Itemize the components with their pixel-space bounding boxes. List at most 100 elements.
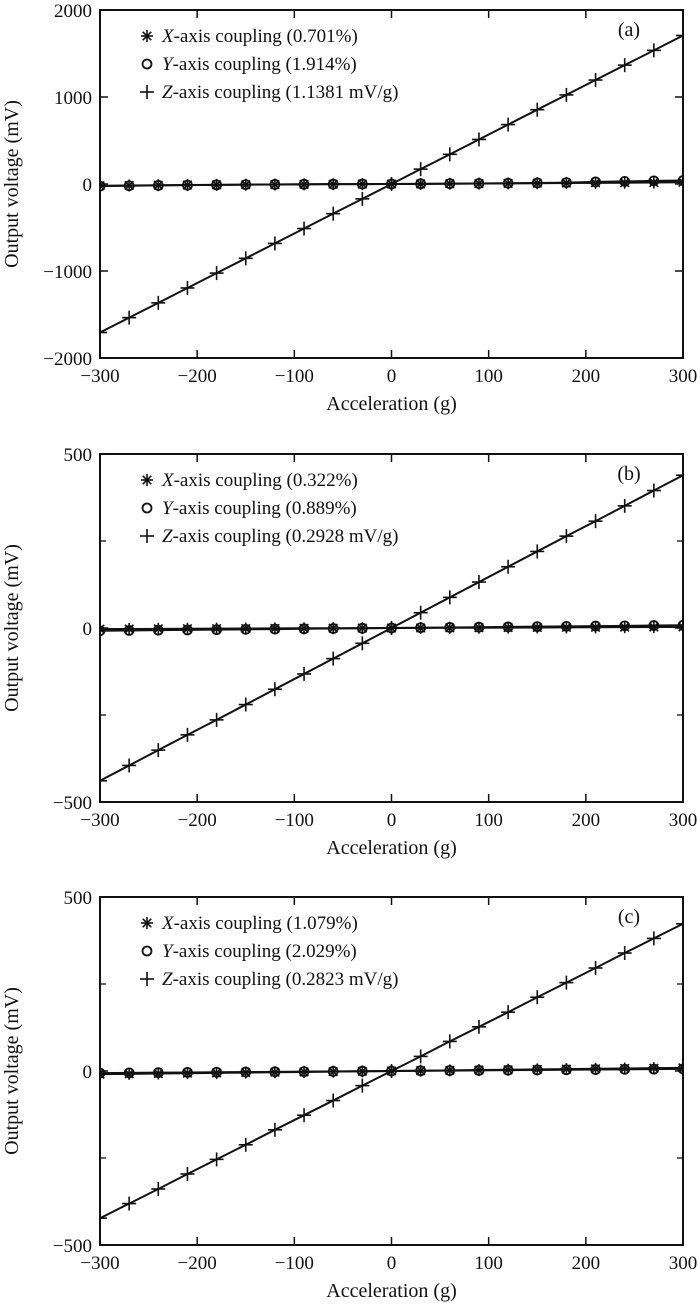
y-tick-label: 500 xyxy=(64,888,93,909)
data-point-z xyxy=(267,1122,282,1137)
data-point-y xyxy=(444,1065,456,1076)
data-point-y xyxy=(619,1063,631,1075)
data-point-y xyxy=(211,179,223,191)
data-point-z xyxy=(238,697,253,712)
data-point-y xyxy=(123,625,135,636)
panel-label: (b) xyxy=(617,463,640,485)
x-tick-label: −300 xyxy=(80,366,119,387)
data-point-y xyxy=(182,624,193,636)
data-point-z xyxy=(100,325,107,340)
data-point-z xyxy=(471,132,486,147)
x-tick-label: 0 xyxy=(387,1253,397,1274)
data-point-y xyxy=(356,178,368,190)
y-tick-label: 500 xyxy=(64,445,93,466)
data-point-z xyxy=(151,295,166,310)
legend: X-axis coupling (1.079%) Y-axis coupling … xyxy=(140,913,398,990)
data-point-y xyxy=(298,178,310,190)
legend-entry-x: X-axis coupling (0.701%) xyxy=(161,26,358,47)
data-point-y xyxy=(123,180,135,192)
data-point-z xyxy=(326,651,341,666)
legend-entry-z: Z-axis coupling (1.1381 mV/g) xyxy=(162,82,398,103)
x-tick-label: −100 xyxy=(275,1253,314,1274)
data-point-z xyxy=(413,1049,428,1064)
legend: X-axis coupling (0.322%) Y-axis coupling … xyxy=(140,470,398,547)
data-point-y xyxy=(298,1066,310,1078)
data-point-z xyxy=(442,147,457,162)
data-point-y xyxy=(473,621,485,633)
x-tick-label: 100 xyxy=(474,1253,503,1274)
data-point-z xyxy=(122,758,137,773)
x-tick-label: −100 xyxy=(275,366,314,387)
data-point-z xyxy=(100,773,107,788)
x-tick-label: 0 xyxy=(387,810,397,831)
data-point-y xyxy=(269,623,281,635)
data-point-y xyxy=(100,625,106,637)
data-point-z xyxy=(646,931,661,946)
legend-marker-x xyxy=(141,917,153,929)
x-tick-label: −300 xyxy=(80,1253,119,1274)
data-point-z xyxy=(238,1137,253,1152)
data-point-y xyxy=(531,177,543,189)
data-point-z xyxy=(355,1078,370,1093)
data-point-y xyxy=(152,179,164,191)
data-point-z xyxy=(384,621,399,635)
x-tick-label: 100 xyxy=(474,366,503,387)
data-point-z xyxy=(617,58,632,73)
data-point-z xyxy=(267,682,282,697)
data-point-y xyxy=(100,1067,106,1079)
y-tick-label: 0 xyxy=(83,175,93,196)
data-point-y xyxy=(327,1066,339,1077)
data-point-y xyxy=(444,622,456,633)
x-tick-label: −200 xyxy=(178,366,217,387)
data-point-y xyxy=(182,1067,193,1078)
data-point-z xyxy=(267,236,282,251)
x-tick-label: 300 xyxy=(669,1253,698,1274)
data-point-z xyxy=(326,206,341,221)
data-point-z xyxy=(588,514,603,529)
legend-marker-z xyxy=(140,529,154,543)
chart-panel-b: −300 −200 −100 0 100 200 300 −500 0 500 Accelerati… xyxy=(1,445,697,859)
data-point-z xyxy=(238,251,253,266)
data-point-y xyxy=(648,620,660,631)
data-point-y xyxy=(502,177,514,189)
y-tick-label: −2000 xyxy=(43,349,92,370)
x-axis-title: Acceleration (g) xyxy=(326,1280,456,1302)
data-point-z xyxy=(530,102,545,117)
data-point-z xyxy=(588,960,603,975)
legend-marker-y xyxy=(141,502,153,514)
data-point-y xyxy=(327,623,339,634)
data-point-z xyxy=(151,743,166,758)
data-point-y xyxy=(677,1063,683,1075)
data-point-z xyxy=(180,727,195,742)
data-point-z xyxy=(413,162,428,177)
data-point-z xyxy=(384,1064,399,1078)
data-point-z xyxy=(617,946,632,961)
y-tick-label: −500 xyxy=(53,793,92,814)
data-point-y xyxy=(590,1064,601,1075)
legend-entry-z: Z-axis coupling (0.2928 mV/g) xyxy=(162,526,398,547)
data-point-z xyxy=(559,975,574,990)
data-point-y xyxy=(502,1064,514,1076)
data-point-z xyxy=(100,1211,107,1226)
legend-entry-x: X-axis coupling (0.322%) xyxy=(161,470,358,491)
data-point-y xyxy=(444,178,456,190)
data-point-y xyxy=(677,619,683,631)
data-point-y xyxy=(648,175,660,187)
y-tick-label: 0 xyxy=(83,619,93,640)
legend-marker-z xyxy=(140,85,154,99)
data-point-y xyxy=(415,1065,427,1077)
data-point-z xyxy=(676,916,683,931)
data-point-z xyxy=(122,1196,137,1211)
data-point-y xyxy=(648,1063,660,1075)
data-point-z xyxy=(384,177,399,191)
x-tick-label: 300 xyxy=(669,810,698,831)
data-point-y xyxy=(502,621,514,633)
legend-marker-y xyxy=(141,945,153,957)
data-point-z xyxy=(588,73,603,88)
data-point-y xyxy=(182,179,193,191)
data-point-y xyxy=(269,1066,281,1078)
data-point-y xyxy=(561,620,572,632)
x-tick-label: 300 xyxy=(669,366,698,387)
plot-area xyxy=(100,916,683,1226)
